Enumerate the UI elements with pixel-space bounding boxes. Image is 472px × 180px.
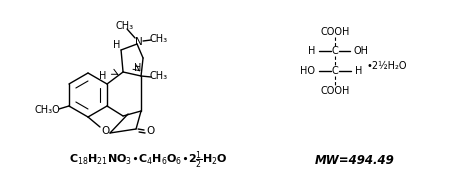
Text: •2½H₂O: •2½H₂O xyxy=(367,61,407,71)
Text: H: H xyxy=(100,71,107,81)
Text: H: H xyxy=(355,66,362,76)
Text: CH₃: CH₃ xyxy=(150,34,168,44)
Text: O: O xyxy=(146,126,154,136)
Text: H: H xyxy=(113,40,121,50)
Text: O: O xyxy=(102,126,110,136)
Text: C: C xyxy=(332,66,338,76)
Text: CH₃: CH₃ xyxy=(150,71,168,81)
Text: CH₃O: CH₃O xyxy=(34,105,60,115)
Text: C: C xyxy=(332,46,338,56)
Text: COOH: COOH xyxy=(320,27,350,37)
Text: H: H xyxy=(135,63,142,73)
Text: OH: OH xyxy=(353,46,368,56)
Text: MW=494.49: MW=494.49 xyxy=(315,154,395,166)
Text: COOH: COOH xyxy=(320,86,350,96)
Text: CH₃: CH₃ xyxy=(116,21,134,31)
Text: H: H xyxy=(308,46,315,56)
Text: N: N xyxy=(135,37,143,47)
Text: HO: HO xyxy=(300,66,315,76)
Text: C$_{18}$H$_{21}$NO$_3$$\bullet$C$_4$H$_6$O$_6$$\bullet$2$\frac{1}{2}$H$_2$O: C$_{18}$H$_{21}$NO$_3$$\bullet$C$_4$H$_6… xyxy=(68,149,228,171)
